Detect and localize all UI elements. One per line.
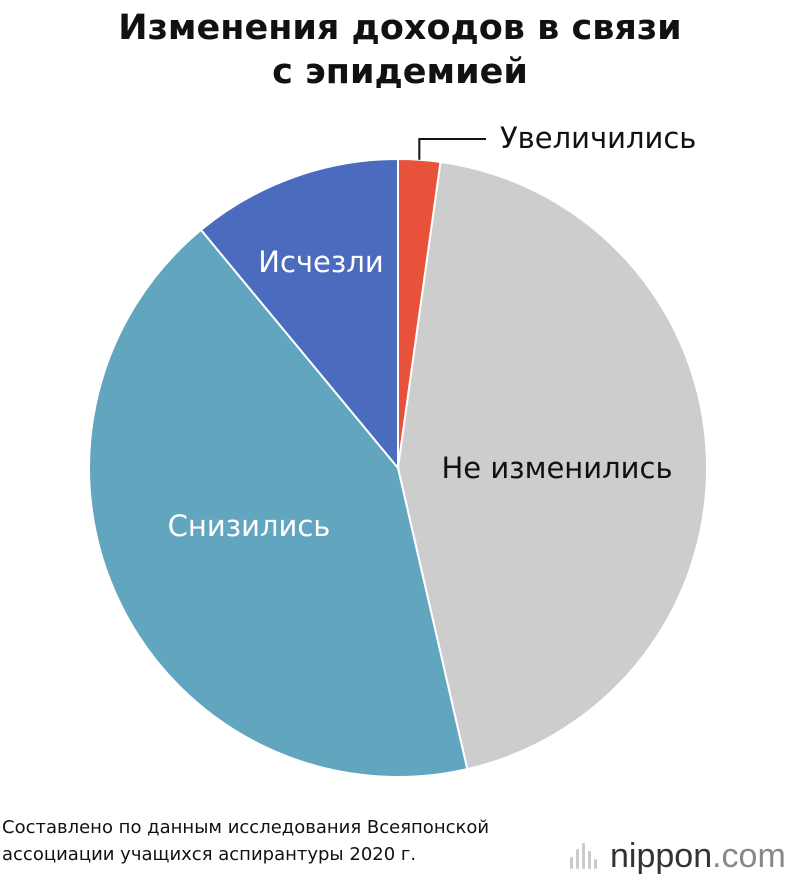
source-note: Составлено по данным исследования Всеяпо… [2, 814, 489, 868]
chart-title: Изменения доходов в связи с эпидемией [0, 6, 800, 94]
source-note-line-2: ассоциации учащихся аспирантуры 2020 г. [2, 844, 417, 865]
chart-title-line-2: с эпидемией [272, 52, 528, 92]
callout-line [418, 138, 486, 160]
slice-label: Не изменились [441, 451, 672, 485]
slice-label: Снизились [168, 509, 331, 543]
pie-slice [397, 160, 708, 771]
slice-label: Увеличились [500, 121, 696, 155]
logo-name: nippon [610, 836, 713, 875]
source-note-line-1: Составлено по данным исследования Всеяпо… [2, 817, 490, 838]
logo-bars-icon [570, 843, 600, 869]
pie-slice [88, 228, 469, 778]
nippon-logo: nippon .com [570, 836, 786, 876]
slice-label: Исчезли [258, 245, 383, 279]
pie-slice [200, 158, 399, 469]
logo-suffix: .com [712, 836, 786, 875]
chart-title-line-1: Изменения доходов в связи [118, 8, 682, 48]
